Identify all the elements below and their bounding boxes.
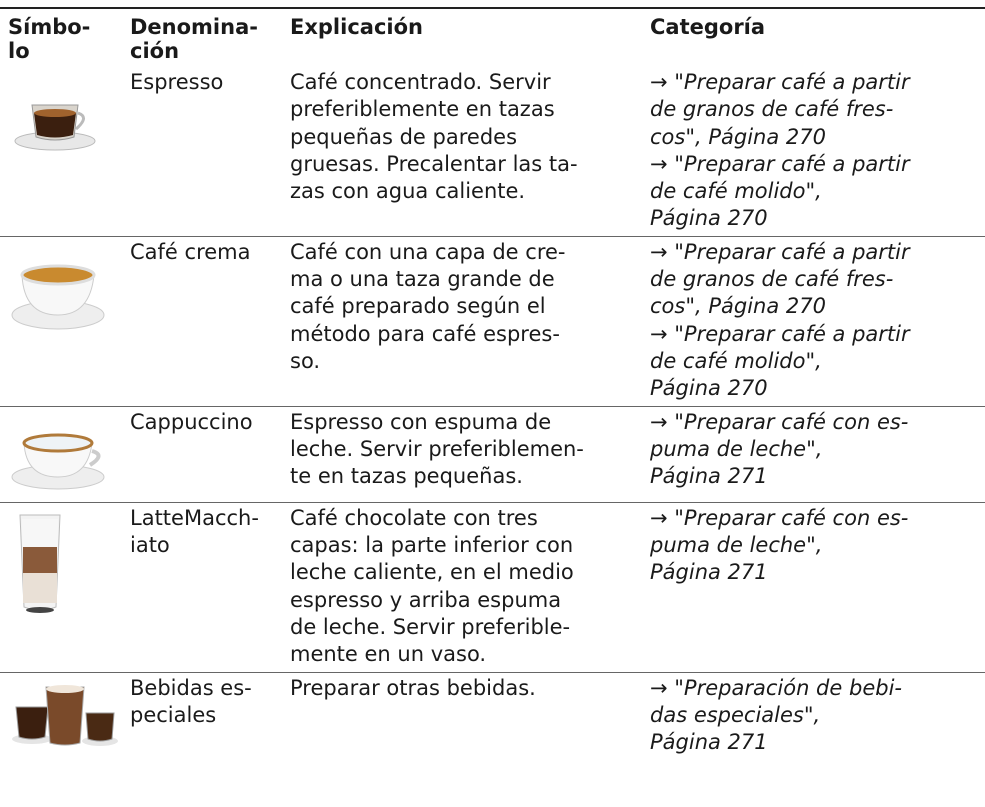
text-line: lo xyxy=(8,39,30,63)
text-line: iato xyxy=(130,533,170,558)
text-line: LatteMacch- xyxy=(130,505,259,530)
explanation-cell: Café concentrado. Servir preferiblemente … xyxy=(282,67,642,236)
text-line: Página 271 xyxy=(650,730,768,755)
category-cell: → "Preparar café a partir de granos de ca… xyxy=(642,236,985,406)
text-line: Espresso con espuma de xyxy=(290,409,552,434)
text-line: → "Preparar café con es- xyxy=(650,505,909,530)
text-line: → "Preparar café a partir xyxy=(650,151,910,176)
explanation-cell: Espresso con espuma de leche. Servir pref… xyxy=(282,406,642,502)
text-line: das especiales", xyxy=(650,702,821,727)
text-line: café preparado según el xyxy=(290,294,546,319)
text-line: Café chocolate con tres xyxy=(290,505,538,530)
category-cell: → "Preparar café con es-puma de leche", P… xyxy=(642,406,985,502)
text-line: Página 271 xyxy=(650,464,768,489)
cafe-crema-icon xyxy=(11,264,105,330)
text-line: puma de leche", xyxy=(650,533,823,558)
text-line: te en tazas pequeñas. xyxy=(290,464,523,489)
symbol-cell xyxy=(0,67,122,236)
text-line: pequeñas de paredes xyxy=(290,124,518,149)
document: Símbo-lo Denomina-ción Explicación Categorí… xyxy=(0,7,985,807)
name-cell: Cappuccino xyxy=(122,406,282,502)
text-line: preferiblemente en tazas xyxy=(290,97,555,122)
text-line: so. xyxy=(290,348,321,373)
symbol-cell xyxy=(0,236,122,406)
special-drinks-icon xyxy=(12,684,118,746)
text-line: Página 271 xyxy=(650,560,768,585)
text-line: mente en un vaso. xyxy=(290,642,487,667)
name-cell: Café crema xyxy=(122,236,282,406)
category-cell: → "Preparar café a partir de granos de ca… xyxy=(642,67,985,236)
name-cell: LatteMacch-iato xyxy=(122,502,282,672)
cappuccino-icon xyxy=(11,433,105,490)
name-cell: Espresso xyxy=(122,67,282,236)
text-line: Bebidas es- xyxy=(130,675,252,700)
text-line: Cappuccino xyxy=(130,409,253,434)
text-line: → "Preparar café a partir xyxy=(650,70,910,94)
text-line: de granos de café fres- xyxy=(650,267,894,292)
text-line: → "Preparar café a partir xyxy=(650,239,910,264)
text-line: Símbo- xyxy=(8,15,91,39)
text-line: Página 270 xyxy=(650,206,768,231)
espresso-icon xyxy=(14,104,96,151)
text-line: → "Preparar café a partir xyxy=(650,321,910,346)
text-line: Explicación xyxy=(290,15,423,39)
header-cell: Explicación xyxy=(282,8,642,67)
text-line: gruesas. Precalentar las ta- xyxy=(290,151,578,176)
text-line: ma o una taza grande de xyxy=(290,267,555,292)
text-line: puma de leche", xyxy=(650,436,823,461)
text-line: capas: la parte inferior con xyxy=(290,533,574,558)
header-row: Símbo-lo Denomina-ción Explicación Categorí… xyxy=(0,8,985,67)
text-line: Café con una capa de cre- xyxy=(290,239,566,264)
explanation-cell: Café chocolate con tres capas: la parte i… xyxy=(282,502,642,672)
name-cell: Bebidas es-peciales xyxy=(122,672,282,759)
explanation-cell: Preparar otras bebidas. xyxy=(282,672,642,759)
text-line: espresso y arriba espuma xyxy=(290,587,562,612)
text-line: → "Preparación de bebi- xyxy=(650,675,902,700)
text-line: leche caliente, en el medio xyxy=(290,560,574,585)
text-line: método para café espres- xyxy=(290,321,560,346)
text-line: cos", Página 270 xyxy=(650,124,826,149)
symbol-cell xyxy=(0,502,122,672)
text-line: de leche. Servir preferible- xyxy=(290,615,571,640)
drinks-table: Símbo-lo Denomina-ción Explicación Categorí… xyxy=(0,7,985,760)
table-row: LatteMacch-iato Café chocolate con tres ca… xyxy=(0,502,985,673)
text-line: → "Preparar café con es- xyxy=(650,409,909,434)
category-cell: → "Preparación de bebi-das especiales", P… xyxy=(642,672,985,759)
header-cell: Símbo-lo xyxy=(0,8,122,67)
text-line: de café molido", xyxy=(650,179,822,204)
header-cell: Categoría xyxy=(642,8,985,67)
text-line: peciales xyxy=(130,702,217,727)
text-line: Espresso xyxy=(130,70,224,94)
text-line: cos", Página 270 xyxy=(650,294,826,319)
table-row: Café crema Café con una capa de cre-ma o … xyxy=(0,236,985,407)
text-line: de café molido", xyxy=(650,348,822,373)
text-line: ción xyxy=(130,39,180,63)
text-line: Café concentrado. Servir xyxy=(290,70,551,94)
header-cell: Denomina-ción xyxy=(122,8,282,67)
table-row: Espresso Café concentrado. Servir preferib… xyxy=(0,67,985,237)
table-row: Cappuccino Espresso con espuma de leche. S… xyxy=(0,406,985,503)
text-line: de granos de café fres- xyxy=(650,97,894,122)
category-cell: → "Preparar café con es-puma de leche", P… xyxy=(642,502,985,672)
latte-icon xyxy=(19,514,61,613)
symbol-cell xyxy=(0,672,122,759)
text-line: Café crema xyxy=(130,239,251,264)
text-line: Categoría xyxy=(650,15,766,39)
text-line: zas con agua caliente. xyxy=(290,179,526,204)
text-line: Página 270 xyxy=(650,376,768,401)
text-line: Denomina- xyxy=(130,15,258,39)
table-row: Bebidas es-peciales Preparar otras bebida… xyxy=(0,672,985,759)
text-line: leche. Servir preferiblemen- xyxy=(290,436,584,461)
text-line: Preparar otras bebidas. xyxy=(290,675,536,700)
explanation-cell: Café con una capa de cre-ma o una taza g… xyxy=(282,236,642,406)
symbol-cell xyxy=(0,406,122,502)
